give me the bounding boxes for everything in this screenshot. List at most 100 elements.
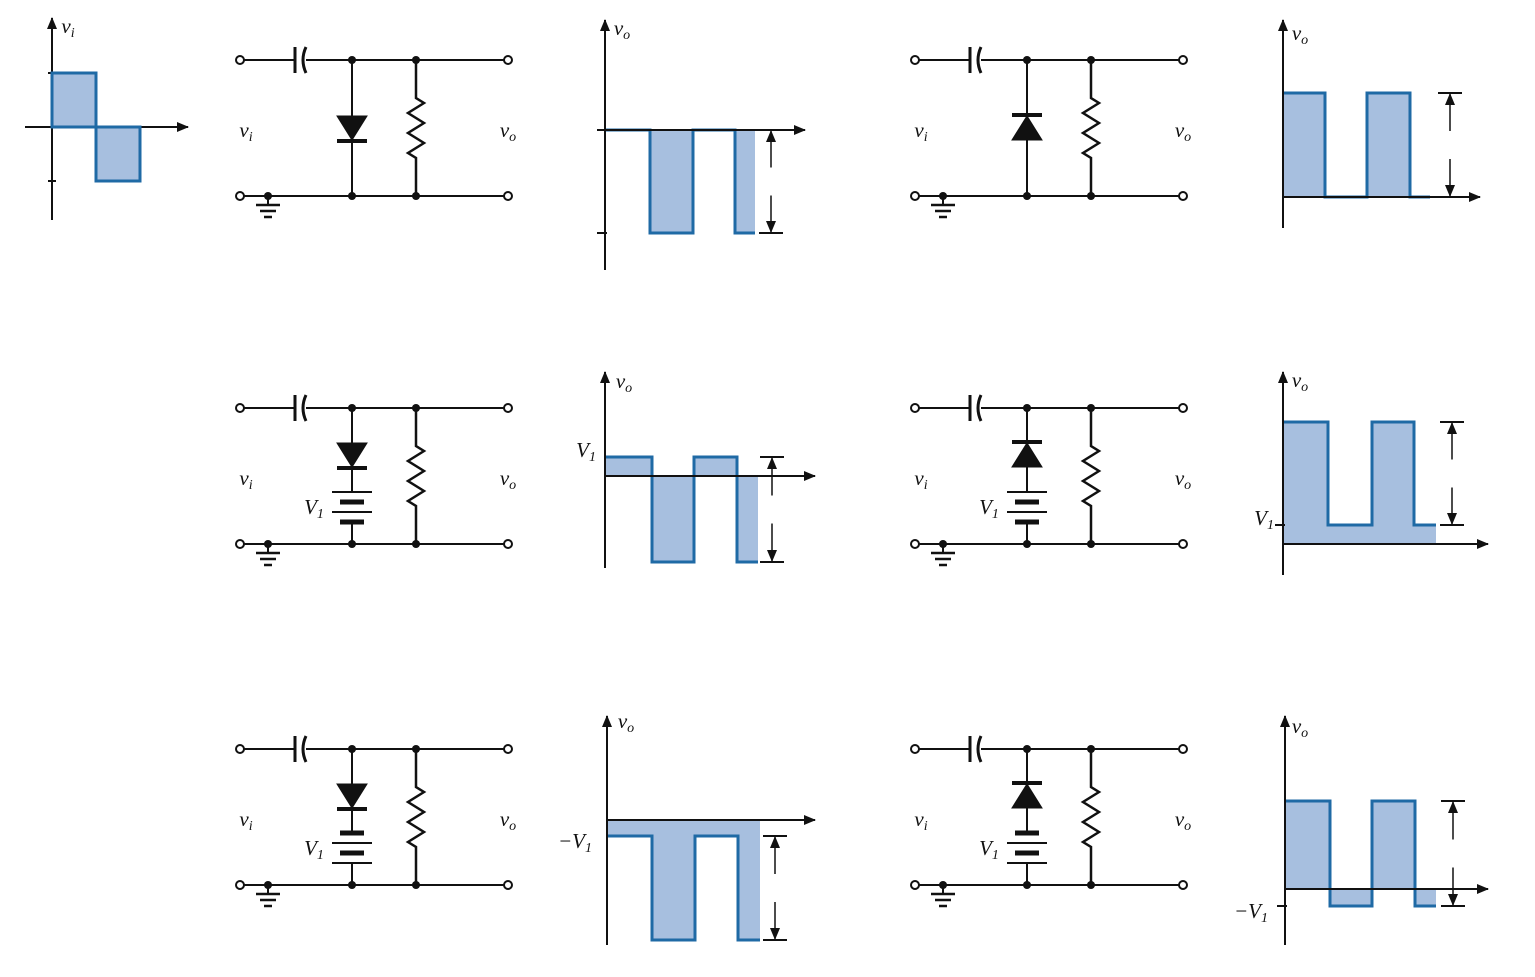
terminal: [235, 880, 245, 890]
tick-label: V1: [576, 438, 596, 465]
tick-label-sub: 1: [1261, 911, 1268, 926]
battery-label-sub: 1: [992, 848, 999, 863]
y-axis-label: vo: [1292, 368, 1308, 395]
y-axis-label-main: v: [614, 16, 624, 40]
terminal: [235, 744, 245, 754]
tick-label: −V1: [1234, 899, 1268, 926]
input-label: vi: [239, 807, 252, 834]
battery-label-sub: 1: [317, 507, 324, 522]
capacitor-plate: [301, 46, 308, 74]
y-axis-label-main: v: [1292, 368, 1302, 392]
output-waveform: [605, 128, 755, 235]
resistor: [405, 749, 427, 885]
y-axis-label-sub: o: [1301, 726, 1308, 741]
y-axis-label-main: v: [616, 369, 626, 393]
terminal: [910, 55, 920, 65]
capacitor-plate: [301, 394, 308, 422]
tick-label: −V1: [558, 829, 592, 856]
battery-label: V1: [304, 495, 324, 522]
terminal: [235, 403, 245, 413]
diode: [336, 442, 368, 468]
y-axis-label-main: v: [61, 14, 71, 38]
tick-label-main: −V: [558, 829, 587, 853]
terminal: [1178, 191, 1188, 201]
resistor: [1080, 408, 1102, 544]
tick-label-sub: 1: [585, 841, 592, 856]
output-label-sub: o: [1184, 478, 1191, 493]
output-waveform: [607, 834, 760, 942]
output-label-main: v: [1175, 466, 1185, 490]
input-label: vi: [239, 466, 252, 493]
output-label-sub: o: [1184, 819, 1191, 834]
battery-label: V1: [979, 495, 999, 522]
y-axis-label: vo: [618, 709, 634, 736]
input-label-sub: i: [924, 130, 928, 145]
output-label-main: v: [1175, 118, 1185, 142]
output-label: vo: [500, 466, 516, 493]
output-label-main: v: [1175, 807, 1185, 831]
input-label-main: v: [914, 807, 924, 831]
input-label: vi: [914, 466, 927, 493]
output-label-sub: o: [509, 130, 516, 145]
y-axis-label-sub: o: [1301, 33, 1308, 48]
output-fill: [1285, 801, 1436, 906]
output-label-sub: o: [509, 819, 516, 834]
output-label-sub: o: [1184, 130, 1191, 145]
y-axis-label-main: v: [1292, 714, 1302, 738]
battery-label-main: V: [304, 836, 319, 860]
output-fill: [1283, 93, 1430, 197]
input-label: vi: [914, 118, 927, 145]
y-axis-label-main: v: [618, 709, 628, 733]
input-label-sub: i: [924, 819, 928, 834]
input-label-main: v: [239, 807, 249, 831]
terminal: [503, 403, 513, 413]
terminal: [1178, 539, 1188, 549]
y-axis-label: vo: [1292, 21, 1308, 48]
battery-label-main: V: [979, 495, 994, 519]
terminal: [235, 191, 245, 201]
output-waveform: [1283, 420, 1436, 527]
y-axis-label-sub: o: [627, 721, 634, 736]
output-waveform: [605, 455, 758, 564]
terminal: [235, 539, 245, 549]
y-axis-label: vo: [1292, 714, 1308, 741]
terminal: [503, 191, 513, 201]
terminal: [503, 55, 513, 65]
capacitor-plate: [301, 735, 308, 763]
terminal: [1178, 403, 1188, 413]
input-label-main: v: [239, 118, 249, 142]
tick-label-sub: 1: [1267, 518, 1274, 533]
terminal: [910, 403, 920, 413]
output-fill: [607, 820, 760, 940]
input-label-main: v: [914, 466, 924, 490]
resistor: [405, 60, 427, 196]
tick-label-main: V: [576, 438, 591, 462]
y-axis-label-sub: o: [1301, 380, 1308, 395]
output-label-main: v: [500, 118, 510, 142]
output-waveform: [1283, 91, 1430, 199]
output-label: vo: [1175, 466, 1191, 493]
tick-label-main: −V: [1234, 899, 1263, 923]
battery-label-sub: 1: [317, 848, 324, 863]
input-label-sub: i: [249, 819, 253, 834]
terminal: [503, 880, 513, 890]
terminal: [910, 539, 920, 549]
diode: [336, 115, 368, 141]
battery-label-main: V: [304, 495, 319, 519]
capacitor-plate: [976, 46, 983, 74]
terminal: [1178, 55, 1188, 65]
battery-label: V1: [979, 836, 999, 863]
capacitor-plate: [976, 394, 983, 422]
resistor: [1080, 749, 1102, 885]
input-label: vi: [239, 118, 252, 145]
diode: [1011, 442, 1043, 468]
terminal: [910, 880, 920, 890]
y-axis-label-sub: i: [71, 26, 75, 41]
output-label-sub: o: [509, 478, 516, 493]
output-label: vo: [500, 807, 516, 834]
input-label: vi: [914, 807, 927, 834]
terminal: [235, 55, 245, 65]
terminal: [503, 744, 513, 754]
input-label-main: v: [914, 118, 924, 142]
